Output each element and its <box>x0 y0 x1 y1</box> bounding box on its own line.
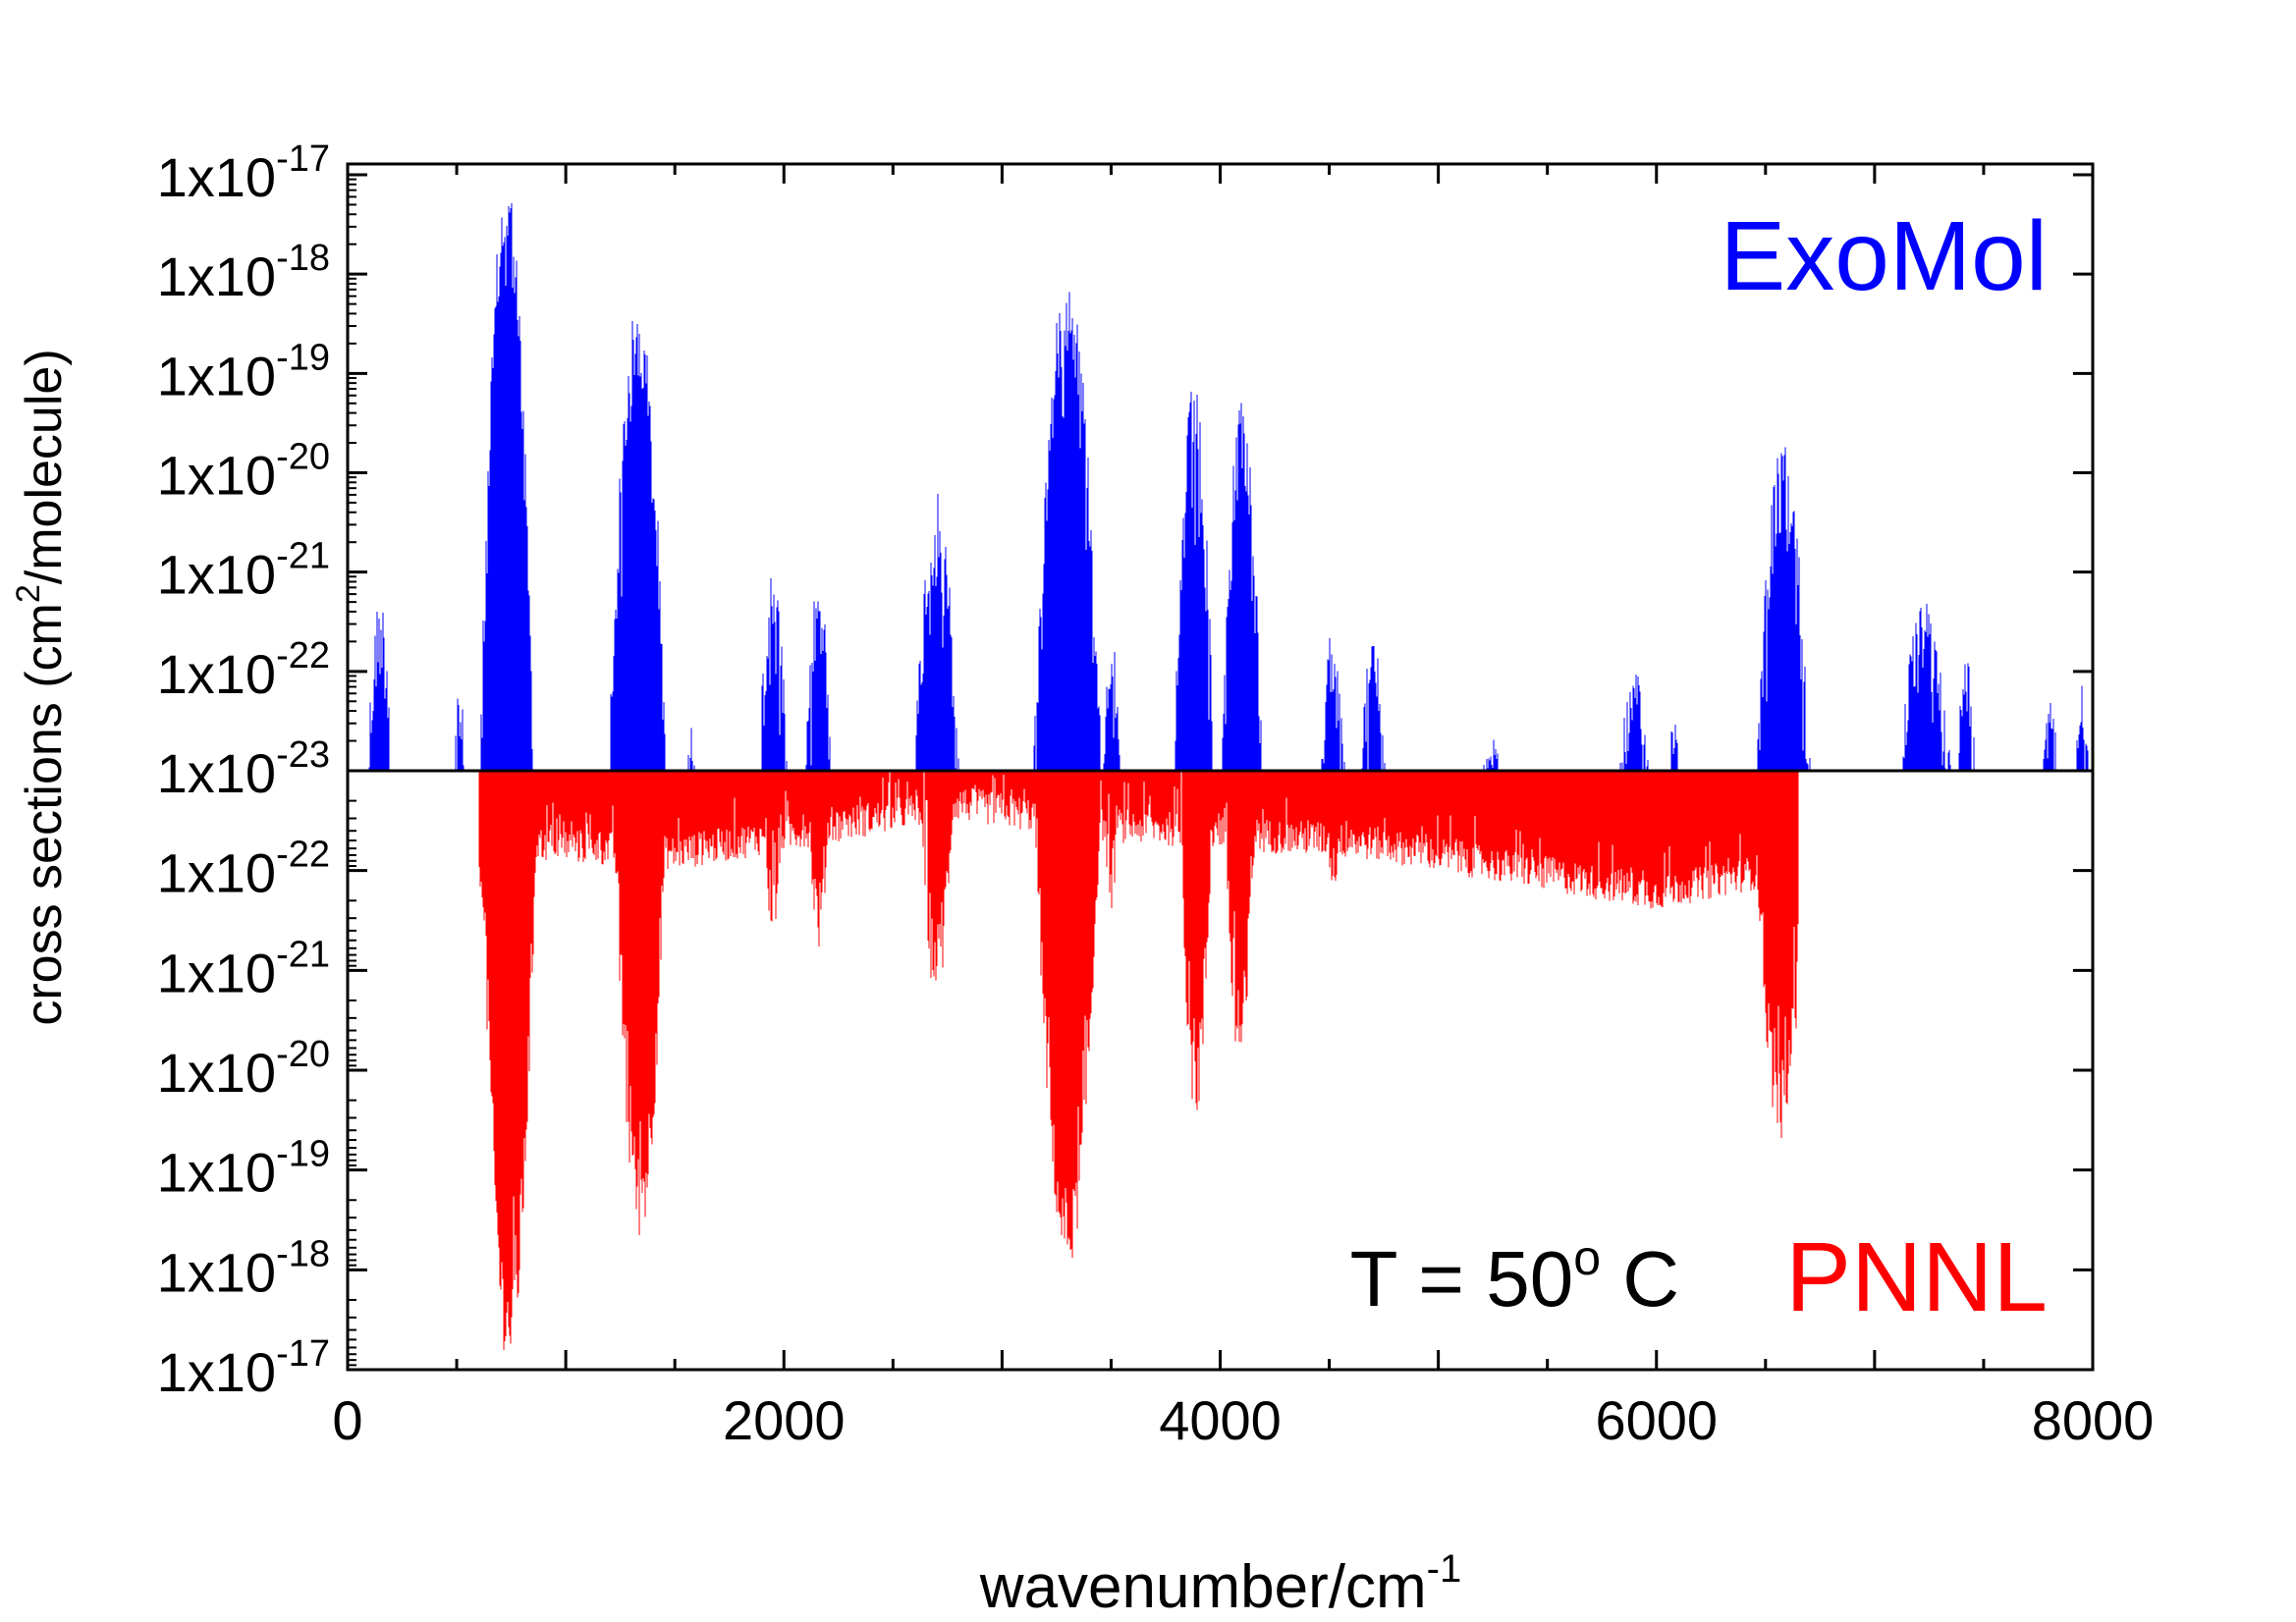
x-tick-label: 6000 <box>1595 1389 1718 1451</box>
y-tick-label: 1x10-19 <box>157 337 330 406</box>
y-tick-label: 1x10-18 <box>157 238 330 307</box>
axis-ticks <box>346 164 2095 1372</box>
series-pnnl <box>478 771 1799 1350</box>
temperature-pre: T = 50 <box>1350 1235 1574 1323</box>
x-tick-label: 2000 <box>723 1389 846 1451</box>
y-tick-labels: 1x10-17 1x10-18 1x10-19 1x10-20 1x10-21 1x10-… <box>157 138 330 1403</box>
y-tick-label: 1x10-22 <box>157 835 330 904</box>
legend-exomol: ExoMol <box>1721 201 2048 311</box>
y-tick-label: 1x10-17 <box>157 1333 330 1403</box>
y-tick-label: 1x10-23 <box>157 734 330 804</box>
temperature-degree: o <box>1573 1230 1601 1285</box>
x-axis-label-sup: -1 <box>1427 1547 1462 1591</box>
y-tick-label: 1x10-21 <box>157 934 330 1003</box>
y-axis-label: cross sections (cm2/molecule) <box>10 349 73 1025</box>
y-tick-label: 1x10-19 <box>157 1134 330 1204</box>
y-axis-label-post: /molecule) <box>16 349 73 584</box>
series-exomol <box>368 203 2089 771</box>
y-axis-label-pre: cross sections (cm <box>16 603 73 1026</box>
y-axis-label-sup: 2 <box>10 584 47 603</box>
x-tick-labels: 0 2000 4000 6000 8000 <box>332 1389 2154 1451</box>
x-axis-label: wavenumber/cm-1 <box>979 1547 1461 1621</box>
pnnl-spectrum <box>478 771 1799 1350</box>
x-tick-label: 8000 <box>2032 1389 2155 1451</box>
x-axis-label-text: wavenumber/cm <box>979 1553 1427 1621</box>
legend-pnnl: PNNL <box>1785 1222 2048 1332</box>
temperature-annotation: T = 50o C <box>1350 1230 1679 1323</box>
x-tick-label: 4000 <box>1159 1389 1282 1451</box>
y-tick-label: 1x10-18 <box>157 1233 330 1303</box>
y-tick-label: 1x10-21 <box>157 536 330 606</box>
temperature-unit: C <box>1601 1235 1679 1323</box>
y-tick-label: 1x10-20 <box>157 437 330 507</box>
y-tick-label: 1x10-17 <box>157 138 330 208</box>
y-tick-label: 1x10-22 <box>157 635 330 705</box>
x-tick-label: 0 <box>332 1389 362 1451</box>
exomol-spectrum <box>368 203 2089 771</box>
y-tick-label: 1x10-20 <box>157 1034 330 1104</box>
